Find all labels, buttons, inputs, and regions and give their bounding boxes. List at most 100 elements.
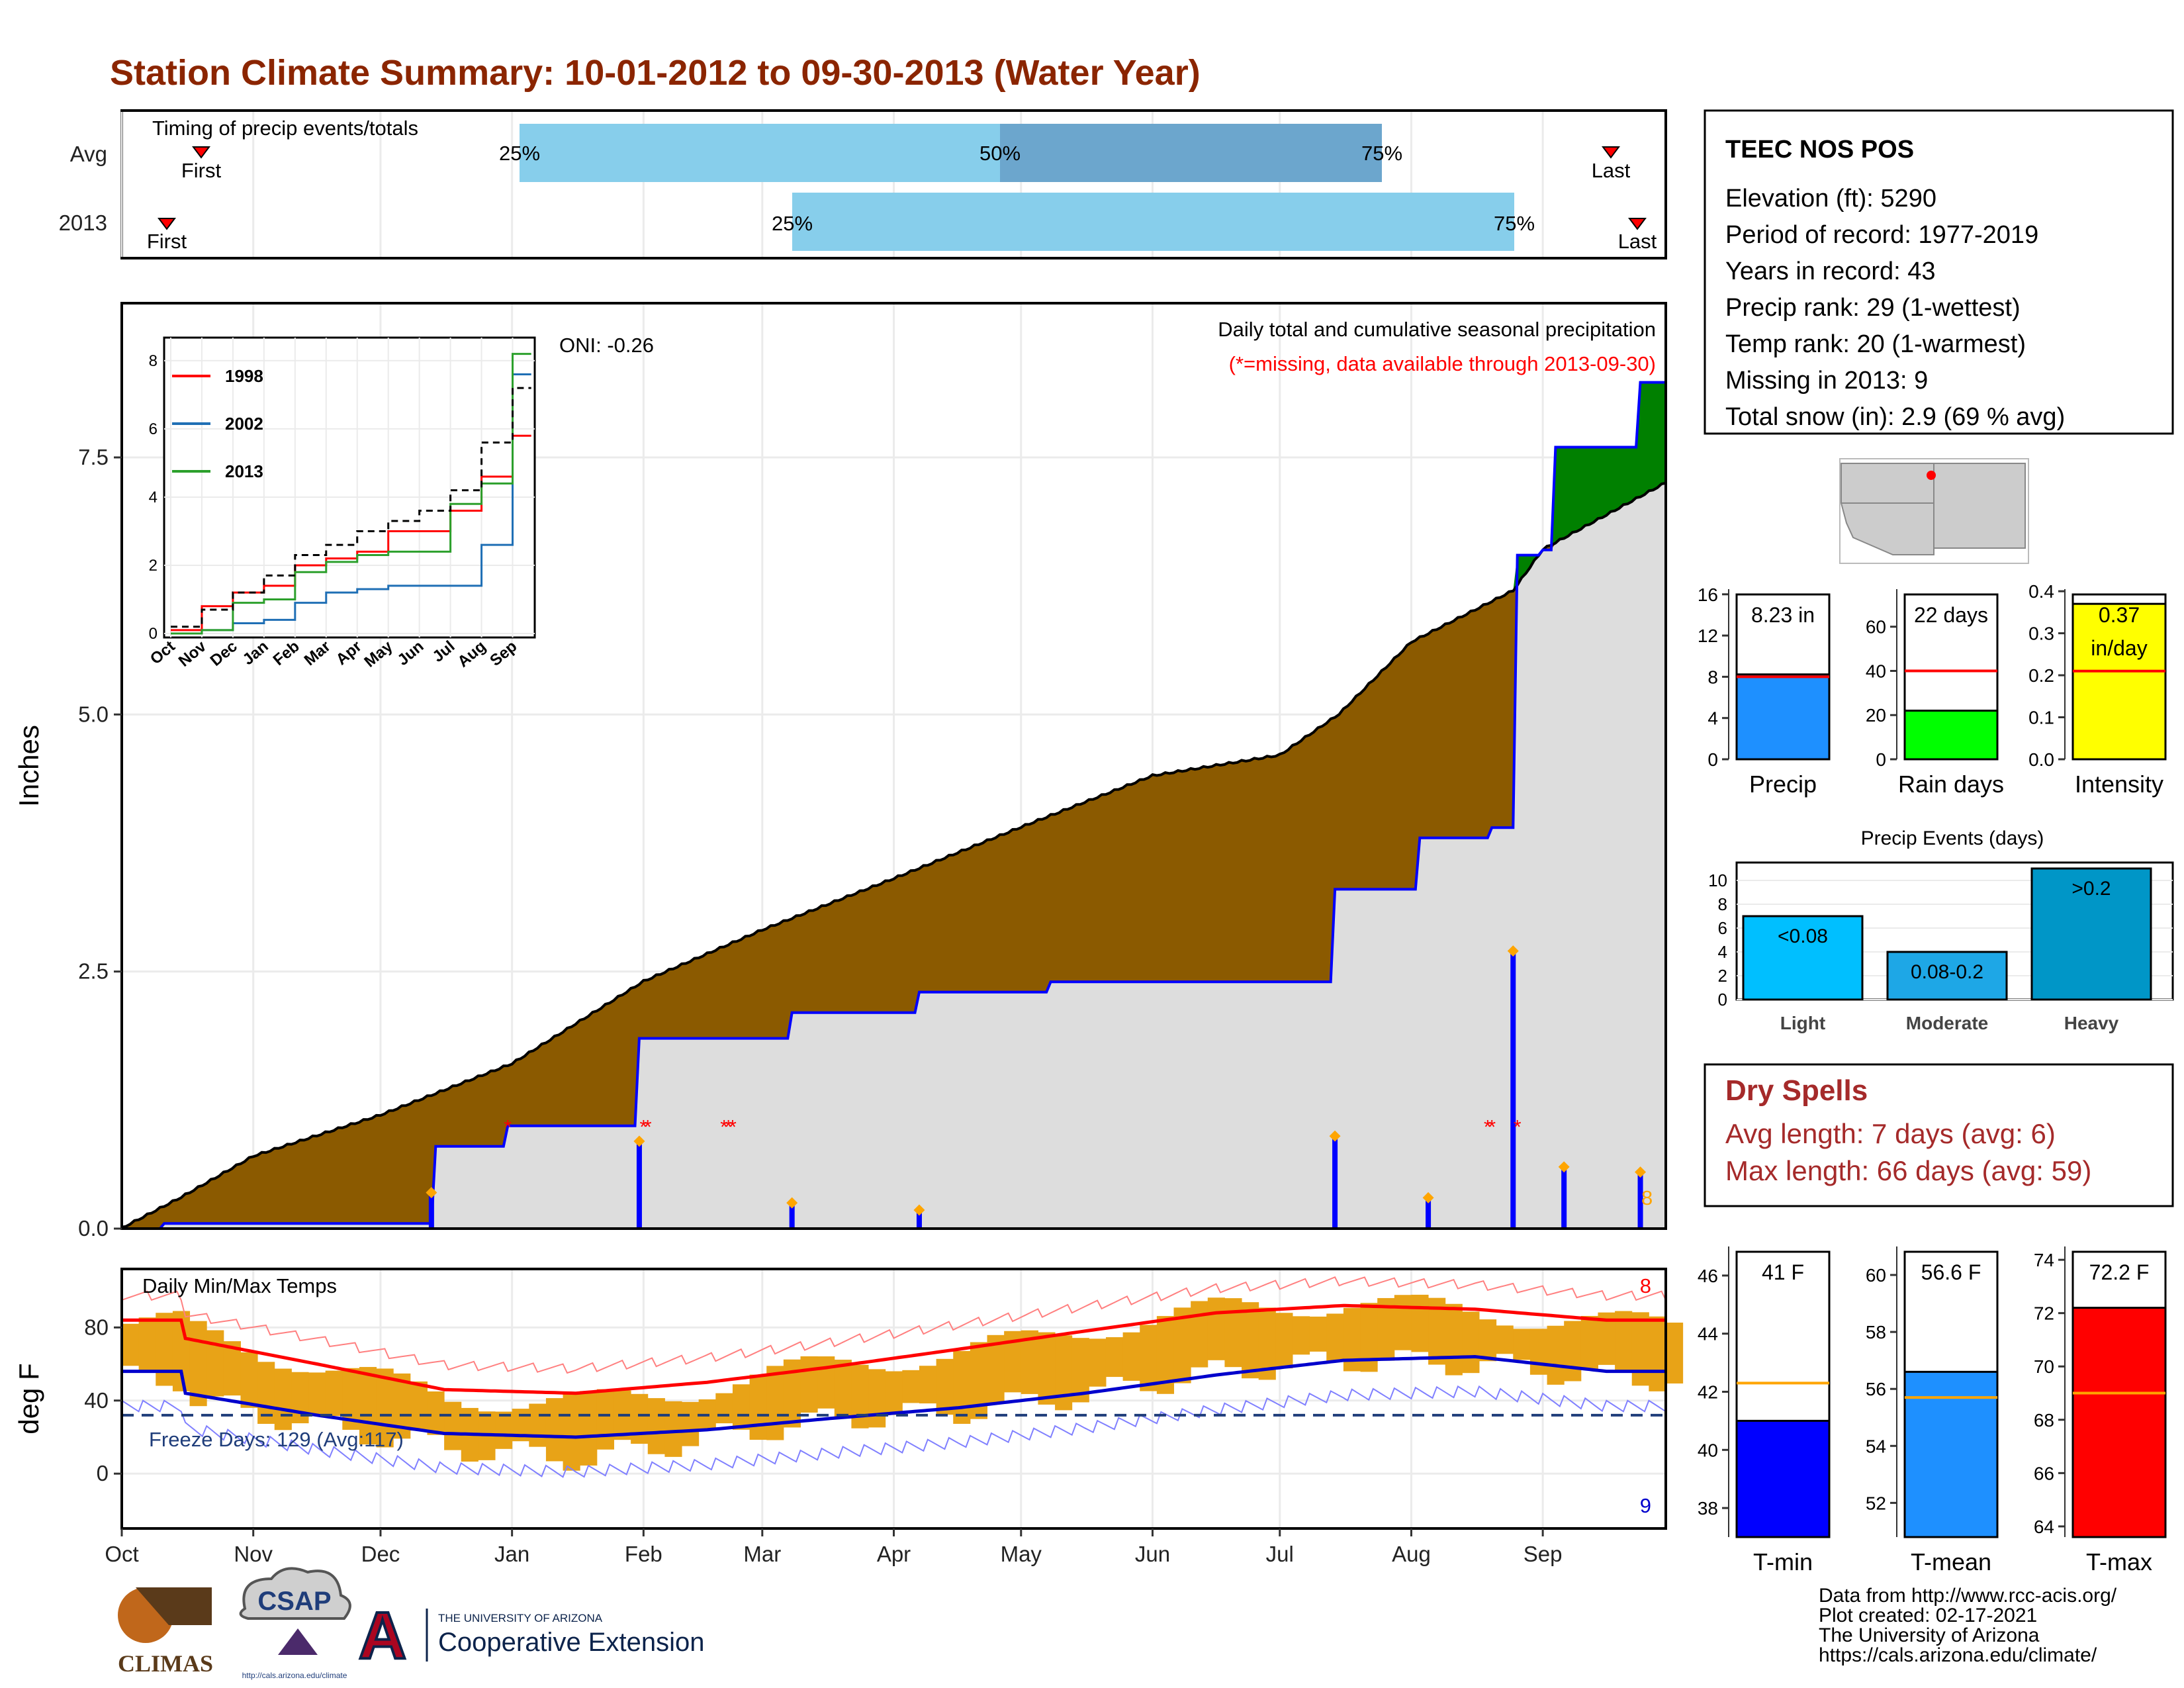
missing-asterisk: *	[644, 1117, 652, 1139]
inset-frame	[163, 336, 536, 639]
month-tick-label: Apr	[877, 1542, 911, 1566]
missing-asterisk: *	[640, 1117, 648, 1139]
inset-x-tick-label: Jul	[430, 637, 459, 666]
tmax-summary-tick-label: 66	[2034, 1463, 2054, 1483]
dry-spells-box: Dry Spells Avg length: 7 days (avg: 6) M…	[1704, 1063, 2174, 1207]
daily-precip-point	[1558, 1161, 1570, 1173]
station-years: Years in record: 43	[1725, 258, 1936, 285]
temp-range-bar	[885, 1371, 903, 1415]
events-tick-label: 0	[1718, 990, 1727, 1009]
tmean-summary-label: T-mean	[1911, 1548, 1991, 1575]
temp-range-bar	[631, 1393, 649, 1444]
y2013-p25-label: 25%	[772, 212, 813, 235]
inset-x-tick-label: Mar	[301, 637, 334, 669]
daily-precip-point	[633, 1135, 645, 1147]
y2013-last-label: Last	[1618, 230, 1657, 253]
daily-precip-bar	[428, 1192, 434, 1229]
events-tick-label: 10	[1708, 870, 1727, 890]
tmax-summary-value-label: 72.2 F	[2089, 1260, 2150, 1284]
events-title: Precip Events (days)	[1861, 827, 2044, 849]
tmean-summary-value-label: 56.6 F	[1921, 1260, 1981, 1284]
station-temp-rank: Temp rank: 20 (1-warmest)	[1725, 330, 2026, 358]
locator-map	[1839, 458, 2029, 564]
timing-row-avg: Avg	[70, 142, 107, 166]
temp-range-bar	[1580, 1315, 1598, 1370]
avg-p75-label: 75%	[1361, 142, 1402, 165]
precip-y-axis: 0.0 2.5 5.0 7.5	[78, 445, 122, 1241]
daily-precip-point	[913, 1204, 925, 1216]
month-axis: Oct Nov Dec Jan Feb Mar Apr May Jun Jul Aug Sep	[105, 1528, 1562, 1566]
station-precip-rank: Precip rank: 29 (1-wettest)	[1725, 294, 2021, 322]
footer-line-4: https://cals.arizona.edu/climate/	[1819, 1644, 2097, 1666]
precip-summary-tick-label: 0	[1707, 749, 1718, 770]
avg-first-label: First	[181, 159, 222, 182]
temp-range-bar	[1462, 1311, 1480, 1374]
temp-y-axis: 0 40 80	[84, 1315, 122, 1485]
dry-spells-title: Dry Spells	[1725, 1074, 1868, 1107]
footer-line-2: Plot created: 02-17-2021	[1819, 1605, 2037, 1626]
ua-extension-name: Cooperative Extension	[438, 1628, 704, 1657]
temp-y-tick-label: 80	[84, 1315, 109, 1339]
ua-university-name: THE UNIVERSITY OF ARIZONA	[438, 1612, 603, 1624]
daily-precip-point	[786, 1197, 798, 1209]
timing-row-2013: 2013	[59, 211, 107, 235]
precip-normal-area	[122, 483, 1666, 1229]
missing-asterisk: *	[1488, 1117, 1496, 1139]
rain-days-summary-tick-label: 60	[1866, 617, 1886, 637]
temp-range-bar	[987, 1335, 1005, 1404]
precip-summary-tick-label: 8	[1707, 667, 1718, 687]
month-tick-label: Oct	[105, 1542, 138, 1566]
tmax-summary-tick-label: 74	[2034, 1250, 2054, 1270]
tmean-summary-tick-label: 56	[1866, 1379, 1886, 1399]
temp-range-bar	[189, 1321, 207, 1407]
y2013-p50-p75-label: 75%	[1494, 212, 1535, 235]
rain-days-summary-tick-label: 20	[1866, 705, 1886, 726]
intensity-summary-tick-label: 0.1	[2028, 708, 2054, 728]
events-tick-label: 6	[1718, 918, 1727, 938]
rain-days-summary-bar	[1903, 710, 1999, 761]
temp-range-bar	[766, 1366, 784, 1440]
tmean-summary-bar	[1903, 1370, 1999, 1538]
temp-range-bar	[1479, 1319, 1497, 1362]
dry-spells-frame	[1704, 1063, 2174, 1207]
inset-legend-label: 2013	[225, 461, 263, 481]
tmax-summary-tick-label: 70	[2034, 1356, 2054, 1377]
intensity-summary-value-label: 0.37	[2099, 603, 2140, 627]
inset-x-tick-label: Jan	[240, 637, 272, 669]
missing-note: (*=missing, data available through 2013-…	[1229, 352, 1656, 375]
month-tick-label: May	[1001, 1542, 1042, 1566]
temp-range-bar	[817, 1356, 835, 1409]
temp-range-bar	[800, 1356, 818, 1413]
temp-range-bar	[936, 1358, 954, 1415]
events-category-label: Heavy	[2064, 1013, 2119, 1033]
month-tick-label: Jan	[494, 1542, 529, 1566]
intensity-summary-unit-label: in/day	[2091, 636, 2147, 660]
temp-range-bar	[902, 1370, 920, 1403]
intensity-summary-tick-label: 0.0	[2028, 749, 2054, 770]
precip-y-tick-label: 0.0	[78, 1216, 109, 1241]
station-elevation: Elevation (ft): 5290	[1725, 185, 1936, 212]
inset-x-tick-label: Dec	[207, 637, 241, 670]
daily-precip-bar	[789, 1203, 795, 1229]
temp-range-bar	[1547, 1325, 1565, 1385]
ua-a-icon: A	[359, 1599, 406, 1673]
precip-y-tick-label: 5.0	[78, 702, 109, 726]
temp-range-bar	[1394, 1295, 1412, 1350]
events-bar	[2030, 867, 2152, 1001]
csap-cloud-icon	[239, 1567, 351, 1620]
observed-cumulative-line	[122, 381, 1666, 1230]
temp-range-bar	[1496, 1325, 1514, 1354]
tmin-summary-tick-label: 40	[1698, 1440, 1718, 1460]
month-tick-label: Aug	[1392, 1542, 1431, 1566]
station-location-dot	[1927, 471, 1936, 480]
csap-mountain-icon	[278, 1628, 318, 1655]
tmax-average-line	[122, 1303, 1666, 1395]
events-bar	[1742, 915, 1864, 1001]
y2013-first-marker	[158, 218, 176, 230]
precip-frame	[120, 302, 1667, 1230]
temp-range-bar	[919, 1366, 937, 1404]
events-bar	[1886, 951, 2008, 1001]
station-missing: Missing in 2013: 9	[1725, 367, 1928, 395]
temp-range-bar	[1140, 1325, 1158, 1391]
